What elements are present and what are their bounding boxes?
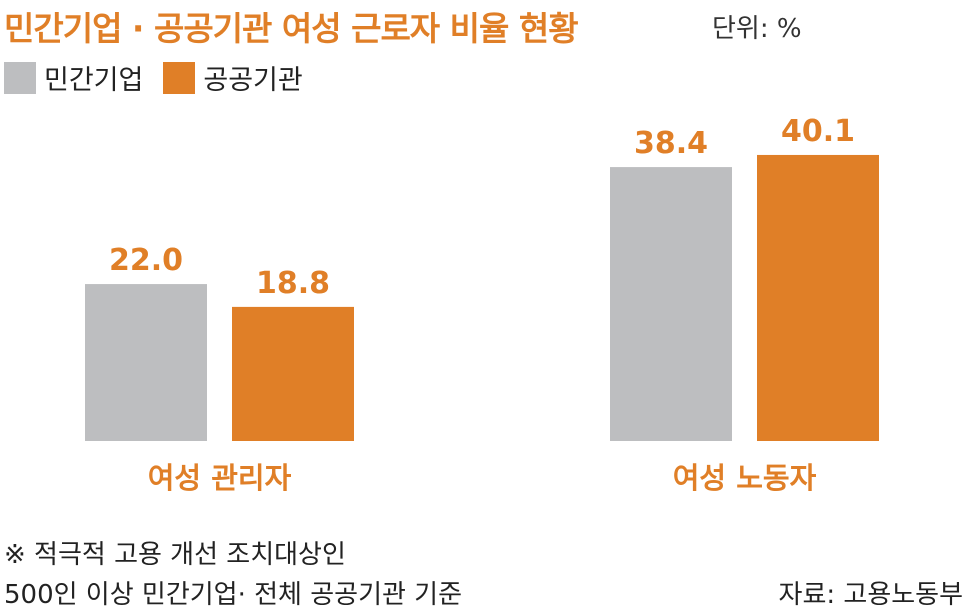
- footnote-line-1: ※ 적극적 고용 개선 조치대상인: [4, 540, 346, 570]
- category-label-1: 여성 노동자: [673, 461, 817, 495]
- value-label-private-1: 38.4: [634, 126, 708, 161]
- value-label-public-0: 18.8: [256, 266, 330, 301]
- legend: 민간기업 공공기관: [4, 58, 323, 97]
- value-label-private-0: 22.0: [109, 243, 183, 278]
- bar-private-0: [85, 284, 207, 441]
- bar-public-0: [232, 306, 354, 441]
- value-label-public-1: 40.1: [781, 114, 855, 149]
- legend-item-public: 공공기관: [163, 58, 303, 97]
- category-label-0: 여성 관리자: [148, 461, 292, 495]
- unit-label: 단위: %: [712, 14, 802, 44]
- legend-label-public: 공공기관: [203, 65, 303, 96]
- bar-private-1: [610, 167, 732, 441]
- legend-label-private: 민간기업: [44, 65, 144, 96]
- legend-swatch-private: [4, 61, 36, 94]
- legend-item-private: 민간기업: [4, 58, 143, 97]
- footnote-line-2: 500인 이상 민간기업· 전체 공공기관 기준: [4, 580, 463, 610]
- legend-swatch-public: [163, 61, 196, 94]
- source-label: 자료: 고용노동부: [778, 580, 963, 610]
- bar-public-1: [757, 154, 879, 441]
- chart-title: 민간기업 · 공공기관 여성 근로자 비율 현황: [4, 9, 579, 48]
